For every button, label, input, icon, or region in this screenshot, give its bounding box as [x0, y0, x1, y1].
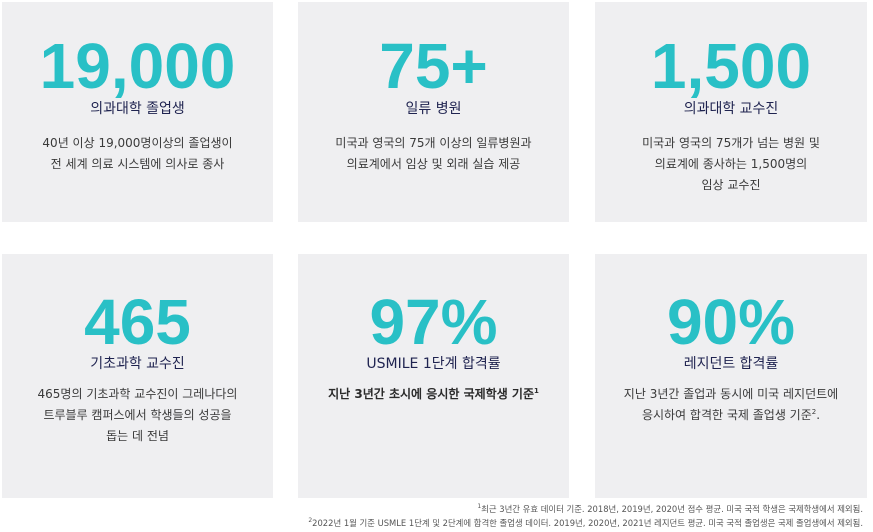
stat-description: 미국과 영국의 75개가 넘는 병원 및 의료계에 종사하는 1,500명의 임… — [607, 133, 855, 196]
description-line: 40년 이상 19,000명이상의 졸업생이 — [42, 136, 233, 150]
stat-label: 기초과학 교수진 — [90, 356, 185, 372]
footnotes: 1최근 3년간 유효 데이터 기준. 2018년, 2019년, 2020년 점… — [308, 502, 863, 530]
description-line: 미국과 영국의 75개 이상의 일류병원과 — [335, 136, 532, 150]
stat-label: 일류 병원 — [405, 101, 462, 117]
stat-description: 40년 이상 19,000명이상의 졸업생이 전 세계 의료 시스템에 의사로 … — [14, 133, 261, 175]
description-line: 돕는 데 전념 — [106, 429, 169, 443]
stat-description: 지난 3년간 졸업과 동시에 미국 레지던트에 응시하여 합격한 국제 졸업생 … — [607, 384, 855, 426]
footnote-marker: 2 — [811, 408, 817, 416]
stat-description: 미국과 영국의 75개 이상의 일류병원과 의료계에서 임상 및 외래 실습 제… — [310, 133, 557, 175]
stat-label: 레지던트 합격률 — [683, 356, 779, 372]
footnote-text: 2022년 1월 기준 USMLE 1단계 및 2단계에 합격한 졸업생 데이터… — [312, 518, 863, 528]
description-line: 임상 교수진 — [701, 178, 761, 192]
stat-card-hospitals: 75+ 일류 병원 미국과 영국의 75개 이상의 일류병원과 의료계에서 임상… — [298, 2, 569, 222]
description-line: 의료계에 종사하는 1,500명의 — [654, 157, 808, 171]
stat-value: 19,000 — [39, 30, 236, 102]
stat-value: 465 — [84, 286, 191, 358]
stat-card-residency-rate: 90% 레지던트 합격률 지난 3년간 졸업과 동시에 미국 레지던트에 응시하… — [595, 254, 867, 498]
footnote-marker: 1 — [534, 387, 539, 395]
description-text: 응시하여 합격한 국제 졸업생 기준 — [641, 408, 812, 422]
stat-card-graduates: 19,000 의과대학 졸업생 40년 이상 19,000명이상의 졸업생이 전… — [2, 2, 273, 222]
description-tail: . — [816, 408, 821, 422]
stat-label: USMILE 1단계 합격률 — [366, 356, 501, 372]
footnote: 22022년 1월 기준 USMLE 1단계 및 2단계에 합격한 졸업생 데이… — [308, 516, 863, 530]
footnote-marker: 1 — [477, 503, 482, 511]
stat-value: 75+ — [379, 30, 488, 102]
stat-card-clinical-faculty: 1,500 의과대학 교수진 미국과 영국의 75개가 넘는 병원 및 의료계에… — [595, 2, 867, 222]
footnote: 1최근 3년간 유효 데이터 기준. 2018년, 2019년, 2020년 점… — [308, 502, 863, 516]
stat-value: 90% — [666, 286, 796, 358]
stat-value: 97% — [369, 286, 498, 358]
footnote-text: 최근 3년간 유효 데이터 기준. 2018년, 2019년, 2020년 점수… — [481, 504, 863, 514]
description-line: 지난 3년간 초시에 응시한 국제학생 기준1 — [310, 384, 557, 405]
description-line: 전 세계 의료 시스템에 의사로 종사 — [50, 157, 225, 171]
description-line: 지난 3년간 졸업과 동시에 미국 레지던트에 — [623, 387, 839, 401]
description-line: 의료계에서 임상 및 외래 실습 제공 — [346, 157, 521, 171]
stat-card-basic-science-faculty: 465 기초과학 교수진 465명의 기초과학 교수진이 그레나다의 트루블루 … — [2, 254, 273, 498]
footnote-marker: 2 — [308, 517, 313, 525]
stat-card-usmle-pass-rate: 97% USMILE 1단계 합격률 지난 3년간 초시에 응시한 국제학생 기… — [298, 254, 569, 498]
description-line: 트루블루 캠퍼스에서 학생들의 성공을 — [43, 408, 232, 422]
description-text: 지난 3년간 초시에 응시한 국제학생 기준 — [328, 387, 534, 401]
stat-label: 의과대학 교수진 — [683, 101, 779, 117]
stat-label: 의과대학 졸업생 — [90, 101, 185, 117]
description-line: 미국과 영국의 75개가 넘는 병원 및 — [642, 136, 820, 150]
stat-description: 465명의 기초과학 교수진이 그레나다의 트루블루 캠퍼스에서 학생들의 성공… — [14, 384, 261, 447]
description-line: 465명의 기초과학 교수진이 그레나다의 — [37, 387, 238, 401]
stat-description: 지난 3년간 초시에 응시한 국제학생 기준1 — [310, 384, 557, 405]
description-line: 응시하여 합격한 국제 졸업생 기준2. — [607, 405, 855, 426]
stat-value: 1,500 — [650, 30, 812, 102]
